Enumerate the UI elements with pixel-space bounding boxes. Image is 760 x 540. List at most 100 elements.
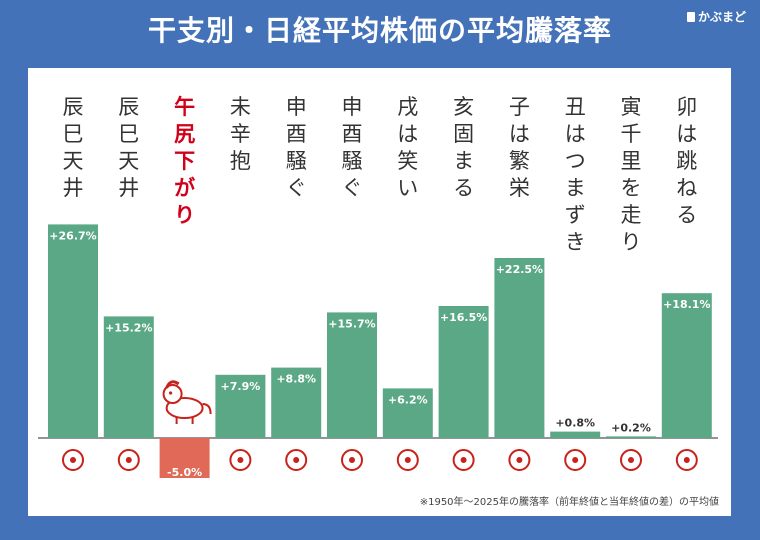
value-label-亥: +16.5% [440,311,487,324]
category-label-丑: 丑 [565,95,586,119]
category-label-酉: ぐ [342,176,363,200]
category-label-寅: り [621,230,642,254]
category-label-寅: を [621,176,642,200]
boar-icon-dot [460,457,467,463]
category-label-午: が [174,176,195,200]
tiger-icon-dot [628,457,634,463]
category-label-卯: は [676,122,697,146]
bar-寅 [606,436,656,438]
category-label-丑: ま [565,176,586,200]
ox-icon-dot [572,457,579,463]
category-label-戌: い [397,176,418,200]
category-label-申: 申 [286,95,307,119]
horse-tail [202,403,212,415]
category-label-子: 子 [509,95,530,119]
bar-午 [159,438,210,478]
logo-text: かぶまど [697,10,746,24]
value-label-丑: +0.8% [555,417,595,430]
value-label-戌: +6.2% [388,393,428,406]
category-label-辰: 井 [63,176,84,200]
dragon-icon-dot [70,457,76,463]
boar-icon [452,449,475,471]
dragon-icon-ring [62,449,84,471]
footnote: ※1950年〜2025年の騰落率（前年終値と当年終値の差）の平均値 [419,497,719,508]
category-label-巳: 天 [118,149,139,173]
rabbit-icon-dot [683,457,690,463]
value-label-申: +8.8% [276,373,316,386]
category-label-卯: 跳 [676,149,697,173]
snake-icon-ring [117,449,140,471]
dog-icon-dot [404,457,411,463]
snake-icon-dot [125,457,132,463]
value-label-子: +22.5% [496,263,543,276]
category-label-寅: 寅 [621,95,642,119]
boar-icon-ring [452,449,475,471]
rat-icon-ring [508,449,531,471]
value-label-寅: +0.2% [611,421,651,434]
rooster-icon-dot [349,457,355,463]
category-label-丑: ず [565,203,586,227]
category-label-酉: 騒 [342,149,363,173]
category-label-子: 栄 [509,176,530,200]
dog-icon [396,449,419,471]
category-label-亥: 固 [453,122,474,146]
category-label-午: 午 [174,95,195,119]
bar-亥 [438,306,489,438]
bar-卯 [661,293,712,438]
category-label-卯: る [676,203,697,227]
kabumado-logo[interactable]: かぶまど [686,8,746,25]
ox-icon [564,449,587,471]
dog-icon-ring [396,449,419,471]
monkey-icon [285,449,308,471]
monkey-icon-dot [293,457,300,463]
category-label-午: 尻 [174,122,195,146]
value-label-午: -5.0% [167,466,202,479]
tiger-icon [620,449,642,471]
bar-巳 [103,316,154,438]
horse-eye [169,391,173,395]
category-label-午: 下 [174,149,195,173]
category-label-丑: き [565,230,586,254]
category-label-未: 未 [230,95,251,119]
category-label-戌: は [397,122,418,146]
rat-icon [508,449,531,471]
bar-丑 [550,431,601,438]
value-label-卯: +18.1% [663,298,710,311]
category-label-戌: 笑 [397,149,418,173]
value-label-酉: +15.7% [328,317,375,330]
bar-子 [494,258,545,438]
rat-icon-dot [516,457,523,463]
category-label-午: り [174,203,195,227]
horse-head [162,384,183,404]
category-label-子: は [509,122,530,146]
bar-戌 [382,388,433,438]
sheep-icon-dot [237,457,244,463]
category-label-申: 酉 [286,122,307,146]
category-label-申: ぐ [286,176,307,200]
category-label-寅: 千 [621,122,642,146]
rabbit-icon [675,449,698,471]
category-label-酉: 申 [342,95,363,119]
rabbit-icon-ring [675,449,698,471]
bar-辰 [48,224,98,438]
value-label-辰: +26.7% [49,229,96,242]
horse-mane [165,380,180,389]
category-label-辰: 辰 [63,95,84,119]
category-label-丑: は [565,122,586,146]
chart-panel: +26.7% 辰巳天井 +15.2% 辰巳天井 -5.0% 午尻下がり +7.9% 未辛抱 +8… [28,68,731,516]
category-label-戌: 戌 [397,95,418,119]
category-label-寅: 里 [621,149,642,173]
chart-title: 干支別・日経平均株価の平均騰落率 [147,14,612,47]
horse-mascot-icon [162,380,212,424]
category-label-申: 騒 [286,149,307,173]
category-label-亥: 亥 [453,95,474,119]
category-label-辰: 巳 [63,122,84,146]
rooster-icon [341,449,363,471]
category-label-亥: る [453,176,474,200]
rooster-icon-ring [341,449,363,471]
category-label-卯: ね [676,176,697,200]
ox-icon-ring [564,449,587,471]
tiger-icon-ring [620,449,642,471]
category-label-巳: 巳 [118,122,139,146]
category-label-寅: 走 [621,203,642,227]
